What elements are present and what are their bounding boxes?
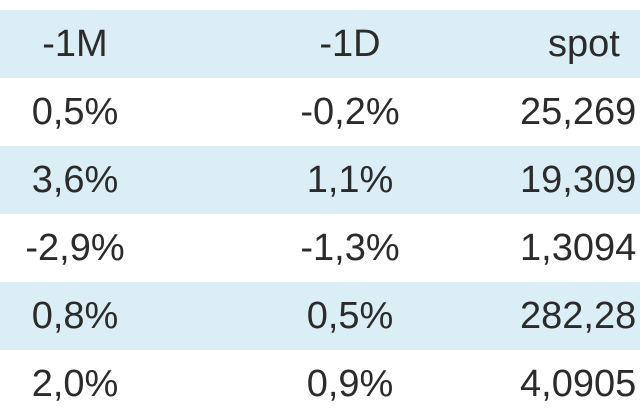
header-row: -1M -1D spot: [0, 10, 640, 78]
table-row: 3,6% 1,1% 19,309: [0, 146, 640, 214]
cell-1m: 3,6%: [31, 159, 119, 201]
cell-1d: 1,1%: [306, 159, 394, 201]
table-row: 0,8% 0,5% 282,28: [0, 282, 640, 350]
cell-1m: -2,9%: [25, 227, 125, 269]
cell-spot: 282,28: [520, 295, 637, 337]
cell-spot: 1,3094: [520, 227, 637, 269]
table-row: -2,9% -1,3% 1,3094: [0, 214, 640, 282]
table-row: 0,5% -0,2% 25,269: [0, 78, 640, 146]
cell-1d: -0,2%: [300, 91, 400, 133]
cell-1m: 2,0%: [31, 363, 119, 405]
cell-1m: 0,8%: [31, 295, 119, 337]
header-spot: spot: [548, 23, 620, 65]
cell-1d: 0,9%: [306, 363, 394, 405]
header-1m: -1M: [42, 23, 108, 65]
cell-1m: 0,5%: [31, 91, 119, 133]
cell-1d: 0,5%: [306, 295, 394, 337]
cell-spot: 4,0905: [520, 363, 637, 405]
cell-1d: -1,3%: [300, 227, 400, 269]
table-row: 2,0% 0,9% 4,0905: [0, 350, 640, 418]
header-1d: -1D: [319, 23, 381, 65]
cell-spot: 19,309: [520, 159, 637, 201]
cell-spot: 25,269: [520, 91, 637, 133]
